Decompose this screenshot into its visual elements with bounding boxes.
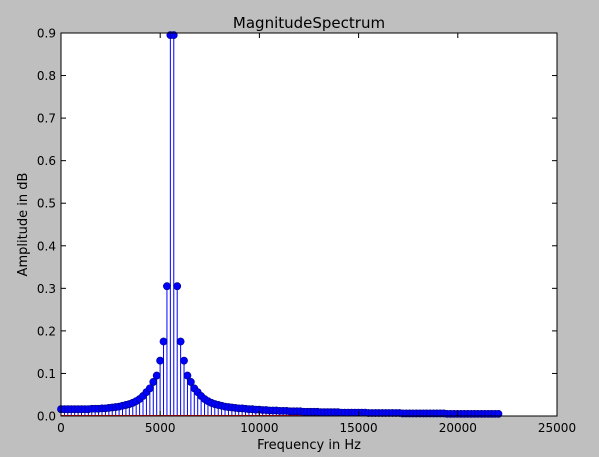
stem-marker — [152, 371, 161, 380]
plot-area — [61, 33, 557, 416]
stem-marker — [156, 356, 165, 365]
y-tick-label: 0.3 — [37, 282, 56, 296]
y-tick-label: 0.6 — [37, 154, 56, 168]
y-tick-label: 0.9 — [37, 27, 56, 41]
stem-marker — [149, 378, 158, 386]
y-tick-label: 0.8 — [37, 69, 56, 83]
x-tick-label: 5000 — [145, 421, 176, 435]
axis-ticks: 0 5000 10000 15000 20000 25000 0.0 0.1 0.2 0.3 0.4… — [37, 27, 576, 436]
stem-marker — [183, 371, 192, 380]
x-tick-label: 0 — [57, 421, 65, 435]
plot-frame — [60, 32, 558, 417]
x-tick-label: 20000 — [439, 421, 477, 435]
x-tick-label: 10000 — [240, 421, 278, 435]
stem-marker — [173, 282, 182, 291]
stem-marker — [180, 356, 188, 365]
stem-marker — [163, 282, 171, 291]
y-tick-label: 0.1 — [37, 367, 56, 381]
x-axis-label: Frequency in Hz — [257, 438, 361, 453]
y-tick-label: 0.5 — [37, 197, 56, 211]
stem-marker — [186, 378, 195, 386]
x-tick-label: 15000 — [340, 421, 378, 435]
y-tick-label: 0.7 — [37, 112, 56, 126]
stem-marker — [176, 337, 185, 346]
y-tick-label: 0.0 — [37, 410, 56, 424]
y-axis-label: Amplitude in dB — [16, 173, 31, 277]
chart-title: MagnitudeSpectrum — [233, 14, 385, 32]
stem-marker — [159, 337, 168, 346]
y-tick-label: 0.2 — [37, 324, 56, 338]
x-tick-label: 25000 — [538, 421, 576, 435]
y-tick-label: 0.4 — [37, 239, 56, 253]
stem-marker — [145, 384, 154, 393]
